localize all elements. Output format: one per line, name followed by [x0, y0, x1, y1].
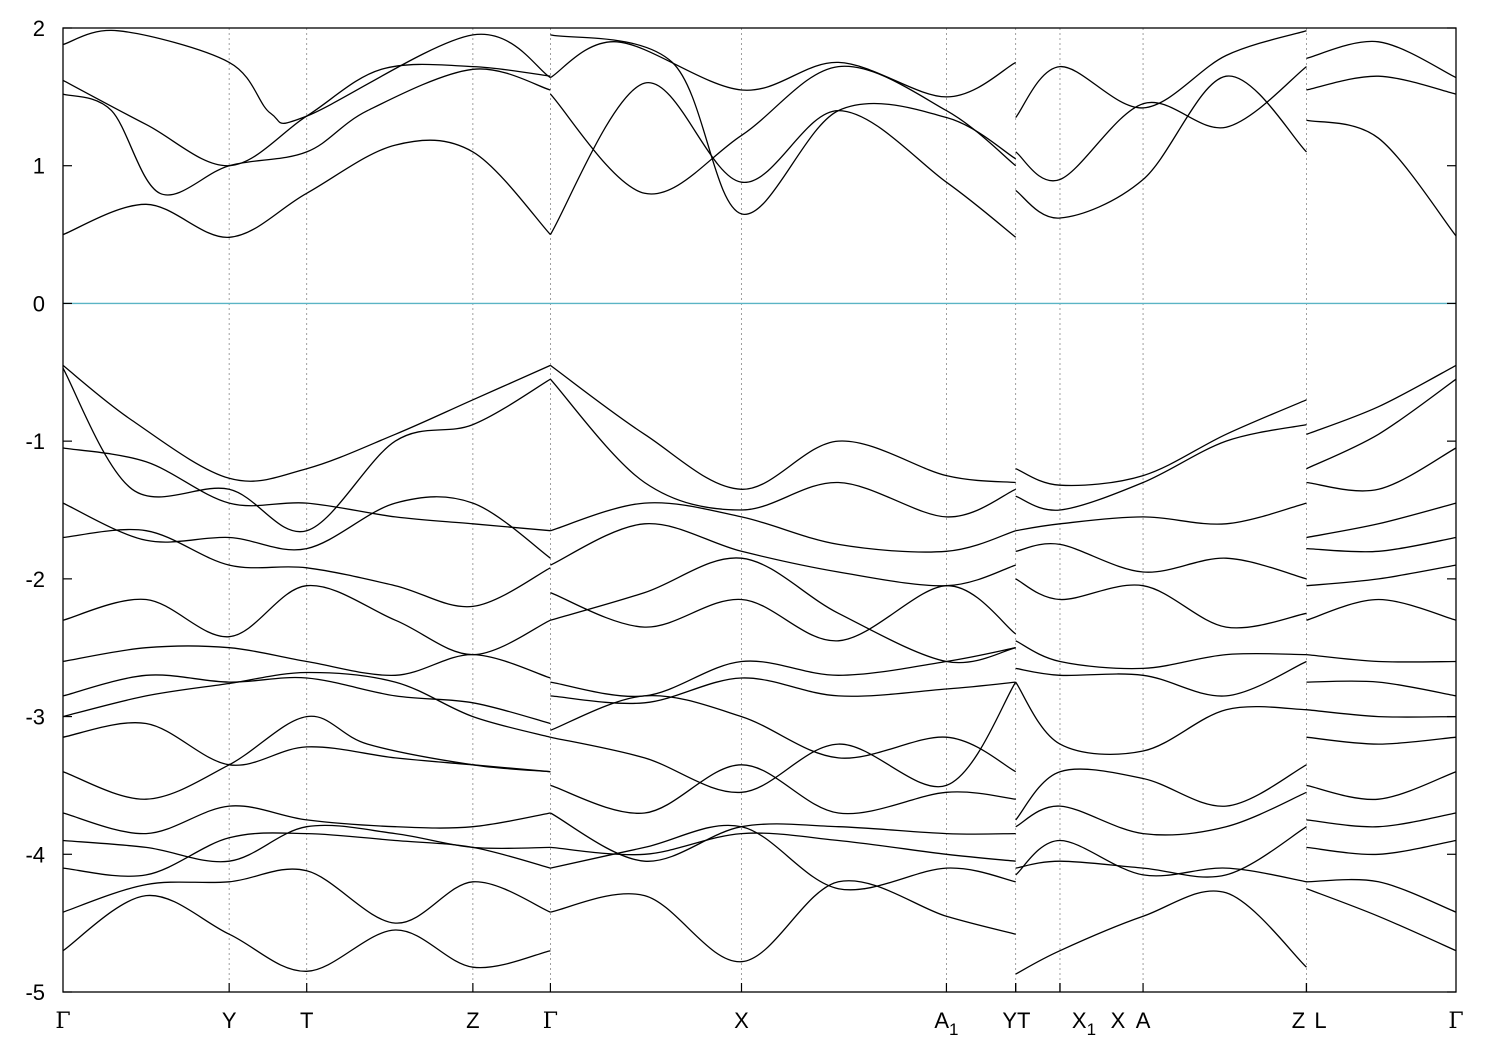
band-line-73: [1306, 888, 1457, 952]
kpoint-label: L: [1314, 1008, 1326, 1033]
kpoint-label: Γ: [543, 1009, 558, 1034]
kpoint-label: Z: [466, 1008, 479, 1033]
band-line-65: [1306, 653, 1457, 663]
band-line-37: [550, 677, 1016, 705]
band-line-28: [62, 868, 551, 924]
band-line-22: [62, 671, 551, 738]
band-line-12: [1306, 75, 1457, 95]
band-line-43: [550, 824, 1016, 891]
band-lines: [62, 29, 1457, 975]
band-line-71: [1306, 839, 1457, 856]
band-line-30: [550, 364, 1016, 490]
band-line-14: [62, 364, 551, 482]
band-line-59: [1306, 378, 1457, 470]
y-tick-label: -1: [25, 429, 45, 454]
band-line-29: [62, 894, 551, 972]
y-tick-label: -2: [25, 567, 45, 592]
kpoint-label: Z: [1292, 1008, 1305, 1033]
band-line-15: [62, 367, 551, 533]
kpoint-label: T: [300, 1008, 313, 1033]
band-line-62: [1306, 536, 1457, 553]
kpoint-label: A1: [934, 1008, 958, 1039]
band-line-16: [62, 447, 551, 532]
band-line-55: [1015, 826, 1307, 878]
band-line-25: [62, 805, 551, 835]
plot-frame: [62, 27, 1457, 993]
band-line-51: [1015, 660, 1307, 697]
kpoint-label: T: [1017, 1008, 1030, 1033]
band-line-61: [1306, 502, 1457, 539]
kpoint-label: A: [1136, 1008, 1151, 1033]
band-line-5: [549, 65, 1017, 195]
band-line-54: [1015, 791, 1307, 836]
band-line-41: [550, 812, 1016, 862]
band-line-13: [1306, 40, 1457, 79]
band-line-6: [550, 41, 1016, 98]
band-line-10: [1015, 30, 1307, 118]
band-line-34: [550, 585, 1017, 642]
band-line-9: [1015, 66, 1307, 182]
kpoint-label: X1: [1072, 1008, 1096, 1039]
band-line-21: [62, 674, 551, 725]
y-tick-label: -3: [25, 705, 45, 730]
band-line-45: [1015, 399, 1307, 487]
band-line-32: [550, 502, 1016, 553]
band-line-42: [550, 832, 1016, 862]
kpoint-label: X: [1111, 1008, 1126, 1033]
kpoint-label: X: [734, 1008, 749, 1033]
band-line-44: [550, 880, 1016, 963]
band-line-7: [550, 34, 1017, 215]
band-line-3: [62, 29, 551, 124]
band-line-18: [62, 528, 551, 608]
y-tick-label: -5: [25, 980, 45, 1005]
band-line-68: [1306, 736, 1457, 745]
band-line-53: [1015, 764, 1307, 821]
kpoint-label: Γ: [55, 1009, 70, 1034]
band-line-49: [1015, 578, 1307, 629]
band-line-39: [550, 681, 1017, 793]
band-line-64: [1306, 598, 1457, 621]
y-tick-label: -4: [25, 842, 45, 867]
band-line-48: [1015, 543, 1307, 580]
band-line-38: [550, 694, 1016, 773]
band-line-8: [1015, 75, 1307, 219]
y-tick-label: 0: [33, 291, 45, 316]
kpoint-label: Y: [1002, 1008, 1017, 1033]
y-tick-label: 1: [33, 154, 45, 179]
band-line-52: [1015, 681, 1307, 755]
band-line-70: [1306, 812, 1457, 828]
band-line-1: [62, 68, 551, 196]
kpoint-label-subscript: 1: [1087, 1020, 1096, 1039]
kpoint-label-subscript: 1: [949, 1020, 958, 1039]
band-line-17: [62, 496, 551, 559]
band-line-24: [62, 715, 551, 800]
band-line-27: [62, 832, 551, 877]
band-line-57: [1015, 890, 1307, 975]
band-line-67: [1306, 709, 1457, 718]
band-line-11: [1306, 119, 1457, 237]
high-symmetry-gridlines: [228, 28, 1307, 992]
band-line-69: [1306, 771, 1457, 801]
band-line-40: [550, 764, 1016, 815]
band-line-50: [1015, 640, 1307, 670]
band-line-63: [1306, 564, 1457, 587]
band-line-60: [1306, 447, 1457, 492]
band-line-31: [549, 378, 1016, 518]
band-line-72: [1306, 878, 1457, 913]
kpoint-label: Y: [222, 1008, 237, 1033]
band-line-47: [1015, 502, 1307, 532]
y-axis-ticks: -5 -4 -3 -2 -1 0 1 2: [25, 16, 1456, 1005]
band-line-66: [1306, 680, 1457, 697]
band-line-4: [549, 82, 1017, 238]
band-line-56: [1015, 839, 1307, 883]
band-line-58: [1306, 364, 1457, 435]
band-line-20: [62, 645, 551, 679]
band-line-35: [550, 557, 1016, 664]
band-line-46: [1015, 423, 1307, 511]
kpoint-label: Γ: [1448, 1009, 1463, 1034]
y-tick-label: 2: [33, 16, 45, 41]
band-line-0: [62, 139, 551, 238]
